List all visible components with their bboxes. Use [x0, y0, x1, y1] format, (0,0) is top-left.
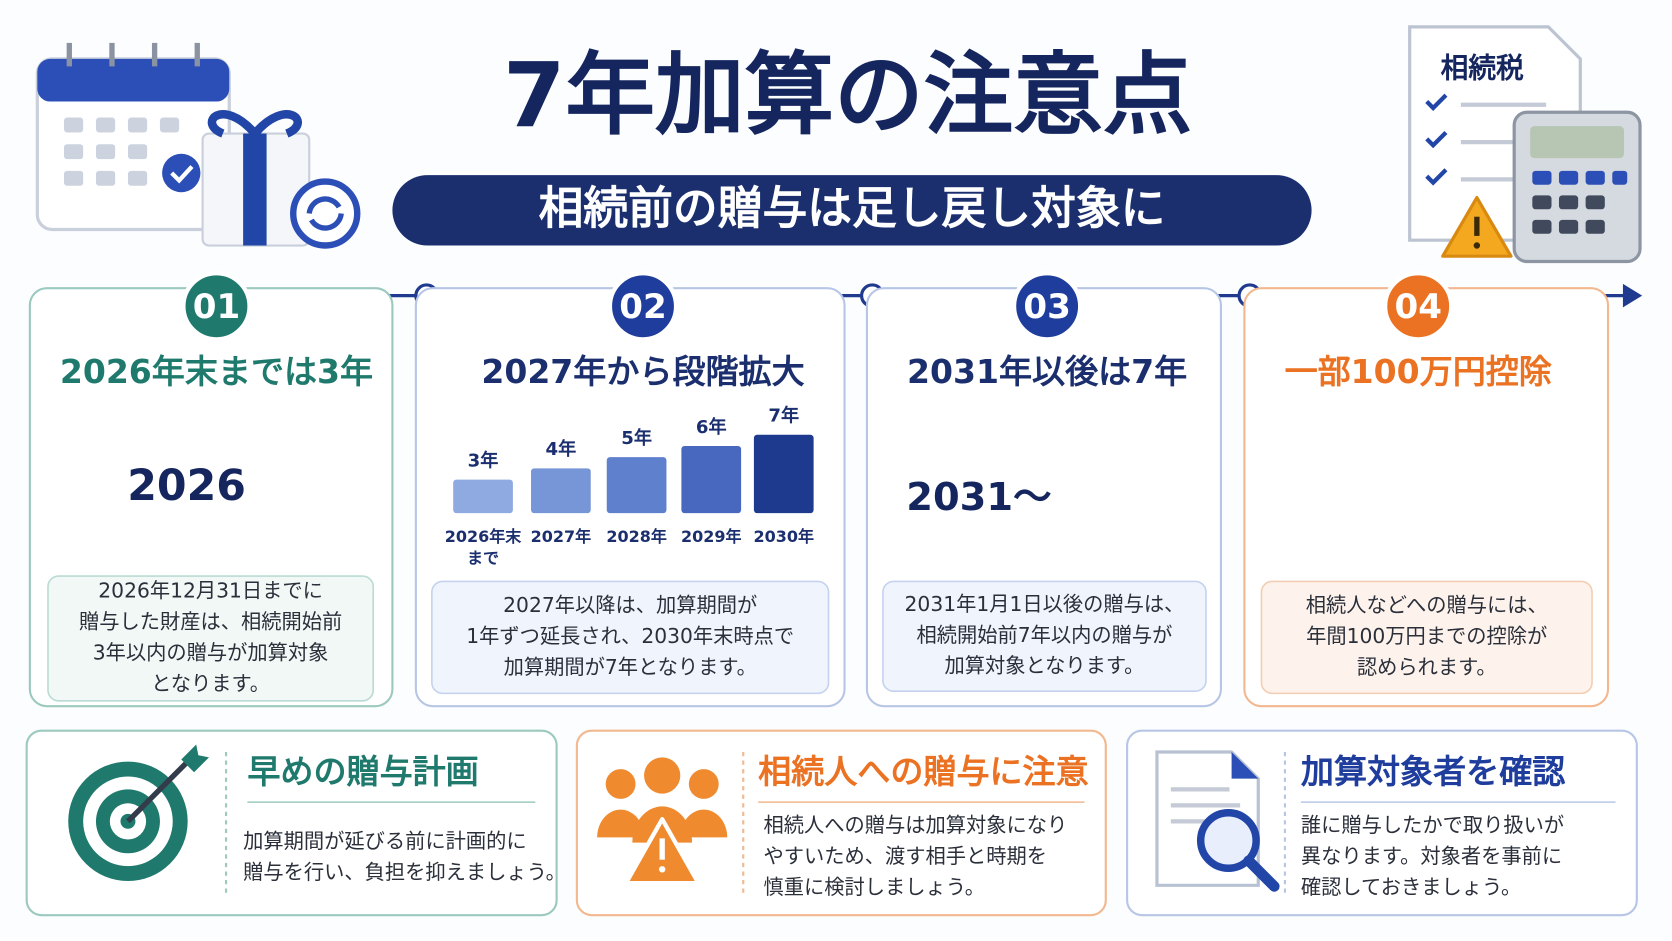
step-number: 04: [1394, 287, 1441, 327]
document-label: 相続税: [1441, 52, 1524, 85]
bar-category: 2027年: [531, 527, 591, 546]
bar-category: 2028年: [606, 527, 666, 546]
tip-body: 慎重に検討しましょう。: [763, 875, 985, 899]
step-badge: [607, 271, 679, 342]
calendar-year: 2031～: [906, 475, 1051, 520]
description-line: 2027年以降は、加算期間が: [503, 593, 757, 617]
tip-body: やすいため、渡す相手と時期を: [763, 844, 1047, 868]
target-icon: [68, 744, 209, 882]
description-line: 認められます。: [1357, 655, 1497, 679]
calendar-gift-icon: [35, 42, 361, 249]
bar-label: 6年: [696, 416, 727, 438]
description-line: 2031年1月1日以後の贈与は、: [905, 592, 1185, 616]
step-badge: [1011, 271, 1083, 342]
period-badge: 7年: [1093, 495, 1162, 543]
description-line: 3年以内の贈与が加算対象: [93, 640, 329, 664]
description-box: [1260, 580, 1593, 695]
bar-label: 5年: [621, 427, 652, 449]
bar-category: 2030年: [754, 527, 814, 546]
bar: [753, 434, 814, 514]
bar: [531, 468, 591, 514]
description-box: [431, 580, 830, 695]
tip-body: 相続人への贈与は加算対象になり: [763, 813, 1067, 837]
bar: [681, 445, 742, 514]
description-box: [882, 580, 1207, 693]
description-line: 相続人などへの贈与には、: [1306, 593, 1548, 617]
bar-category: まで: [467, 549, 499, 568]
bar-label: 7年: [768, 405, 799, 427]
step-badge: [1383, 271, 1454, 342]
tax-document-icon: [1408, 25, 1642, 264]
bar-label: 4年: [546, 438, 577, 460]
calendar-year: 2026: [127, 461, 246, 511]
description-line: 贈与した財産は、相続開始前: [79, 609, 342, 633]
tip-body: 加算期間が延びる前に計画的に: [243, 829, 527, 853]
bar-category: 2026年末: [445, 527, 522, 546]
step-heading: 一部100万円控除: [1285, 352, 1552, 391]
subtitle: 相続前の贈与は足し戻し対象に: [539, 181, 1166, 234]
description-box: [47, 575, 375, 702]
deduction-unit: 万円: [1482, 531, 1525, 556]
tip-title: 相続人への贈与に注意: [758, 752, 1088, 791]
bar: [606, 457, 667, 514]
description-line: 相続開始前7年以内の贈与が: [917, 623, 1173, 647]
description-line: 1年ずつ延長され、2030年末時点で: [466, 624, 794, 648]
document-search-icon: [1155, 750, 1280, 892]
description-line: 2026年12月31日までに: [98, 579, 323, 603]
deduction-amount: 100: [1455, 471, 1553, 526]
step-heading: 2027年から段階拡大: [481, 352, 804, 391]
tip-body: 誰に贈与したかで取り扱いが: [1301, 813, 1564, 837]
step-number: 02: [619, 287, 666, 327]
heirs-warning-icon: [597, 757, 728, 886]
description-line: となります。: [151, 671, 270, 695]
step-number: 03: [1023, 287, 1070, 327]
step-heading: 2031年以後は7年: [907, 352, 1187, 391]
subtitle-pill: [392, 175, 1312, 246]
step-badge: [181, 271, 252, 342]
description-line: 加算対象となります。: [945, 654, 1145, 678]
description-line: 年間100万円までの控除が: [1306, 624, 1547, 648]
bar-category: 2029年: [681, 527, 741, 546]
tip-body: 贈与を行い、負担を抑えましょう。: [243, 860, 566, 884]
bar: [453, 479, 513, 514]
description-line: 加算期間が7年となります。: [504, 655, 757, 679]
step-number: 01: [193, 287, 240, 327]
tip-body: 異なります。対象者を事前に: [1301, 844, 1562, 868]
tip-title: 加算対象者を確認: [1301, 752, 1565, 791]
title: 7年加算の注意点: [503, 44, 1192, 148]
step-heading: 2026年末までは3年: [60, 352, 373, 391]
tip-body: 確認しておきましょう。: [1301, 875, 1521, 899]
tip-title: 早めの贈与計画: [247, 752, 478, 791]
bar-label: 3年: [468, 449, 499, 471]
